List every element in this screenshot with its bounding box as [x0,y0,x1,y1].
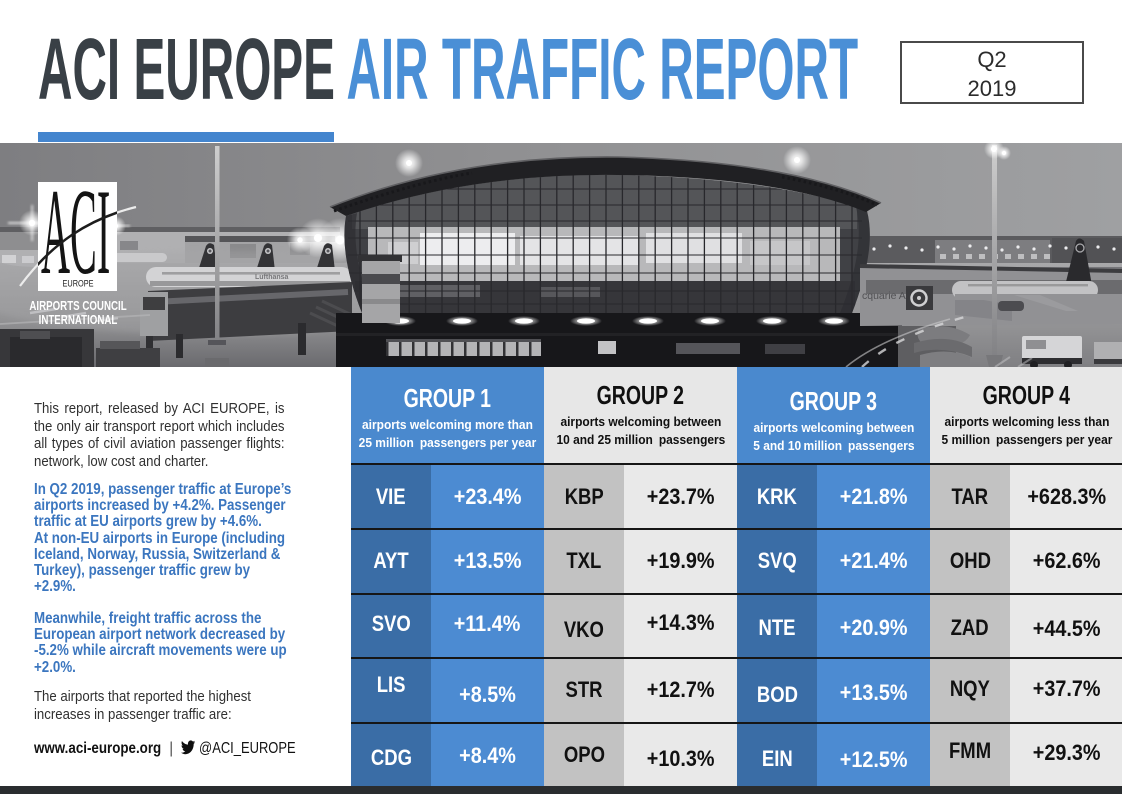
svg-text:AIRPORTS COUNCIL: AIRPORTS COUNCIL [29,300,126,313]
svg-text:INTERNATIONAL: INTERNATIONAL [39,314,118,327]
svg-text:EUROPE: EUROPE [63,279,94,290]
svg-text:Lufthansa: Lufthansa [255,274,289,281]
